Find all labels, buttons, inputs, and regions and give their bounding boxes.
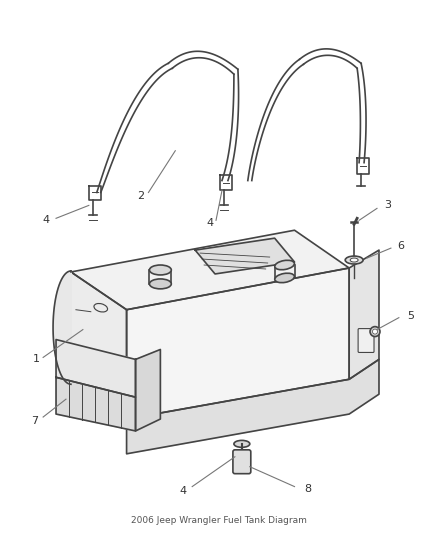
FancyBboxPatch shape [233,450,251,474]
Ellipse shape [149,265,171,275]
Polygon shape [56,377,135,431]
Text: 4: 4 [180,486,187,496]
Ellipse shape [345,256,363,264]
Text: 7: 7 [31,416,38,426]
Text: 2006 Jeep Wrangler Fuel Tank Diagram: 2006 Jeep Wrangler Fuel Tank Diagram [131,516,307,525]
Ellipse shape [149,279,171,289]
Text: 6: 6 [397,241,404,251]
Text: 5: 5 [407,311,414,321]
Text: 8: 8 [304,483,311,494]
Ellipse shape [234,440,250,447]
Polygon shape [71,272,127,419]
Polygon shape [56,340,135,397]
Ellipse shape [275,273,294,282]
Polygon shape [135,350,160,431]
Circle shape [373,329,378,334]
Text: 4: 4 [42,215,49,225]
Polygon shape [127,359,379,454]
Polygon shape [71,230,349,310]
Text: 1: 1 [33,354,40,365]
Polygon shape [195,238,294,274]
Polygon shape [349,250,379,379]
Circle shape [370,327,380,336]
Text: 2: 2 [137,191,144,201]
Polygon shape [127,268,349,419]
Polygon shape [53,271,71,384]
Ellipse shape [275,260,294,270]
Ellipse shape [350,258,358,262]
Text: 3: 3 [384,200,391,211]
Text: 4: 4 [206,219,214,228]
FancyBboxPatch shape [358,329,374,352]
